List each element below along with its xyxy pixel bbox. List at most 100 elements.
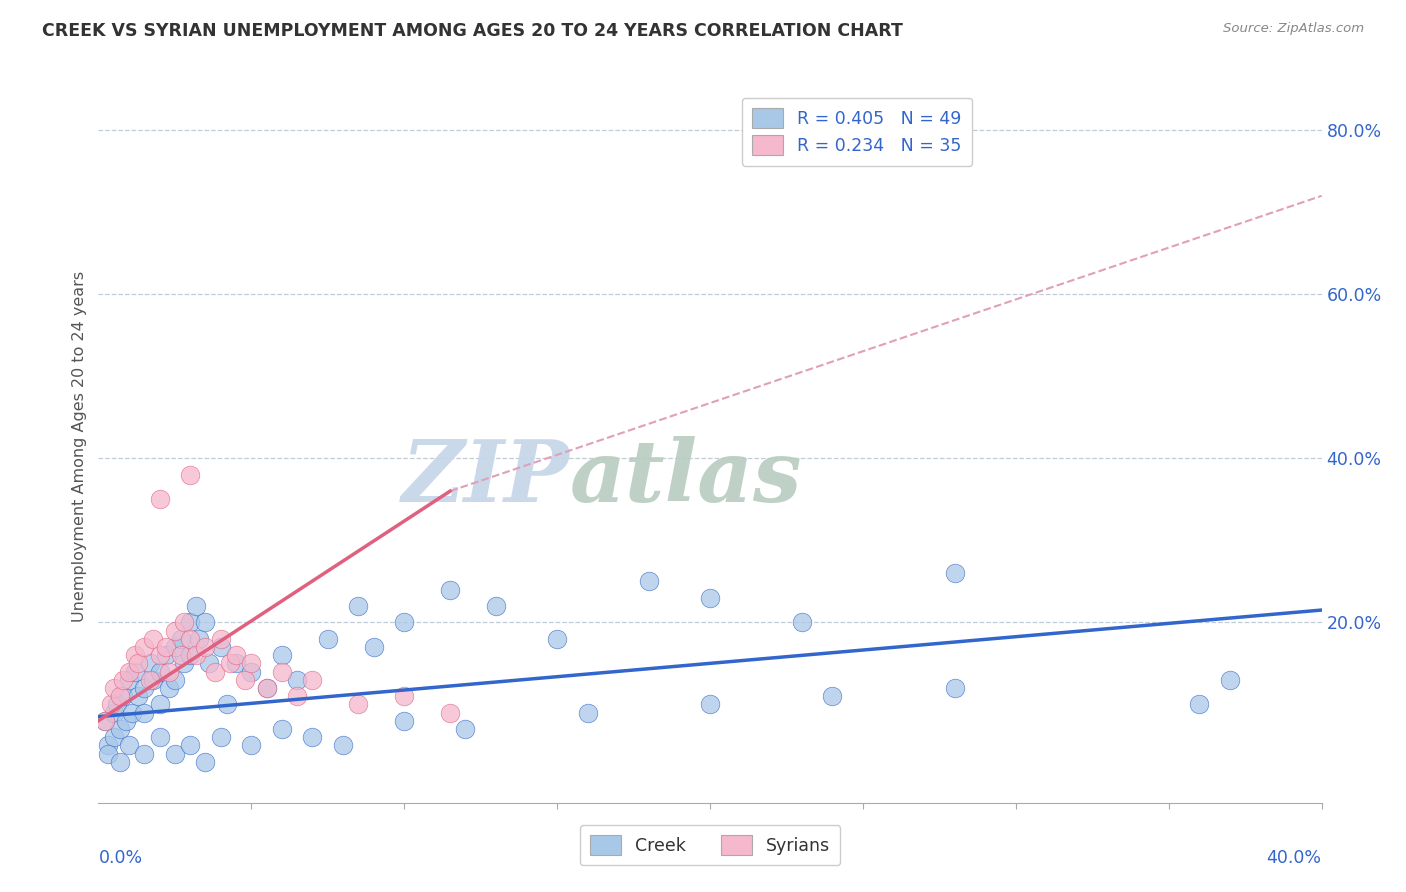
Point — [943, 681, 966, 695]
Point — [108, 722, 131, 736]
Point — [439, 706, 461, 720]
Point — [100, 698, 122, 712]
Point — [363, 640, 385, 654]
Point — [392, 689, 416, 703]
Point — [240, 665, 263, 679]
Point — [97, 747, 120, 761]
Point — [170, 648, 193, 662]
Point — [454, 722, 477, 736]
Point — [285, 689, 308, 703]
Point — [316, 632, 339, 646]
Point — [173, 615, 195, 630]
Point — [240, 657, 263, 671]
Point — [105, 698, 128, 712]
Point — [637, 574, 661, 589]
Point — [270, 665, 292, 679]
Point — [821, 689, 844, 703]
Point — [392, 714, 416, 728]
Point — [194, 640, 217, 654]
Point — [134, 640, 156, 654]
Point — [439, 582, 461, 597]
Point — [1188, 698, 1211, 712]
Text: 0.0%: 0.0% — [98, 849, 142, 867]
Point — [97, 739, 120, 753]
Point — [240, 739, 263, 753]
Point — [179, 648, 201, 662]
Point — [118, 673, 141, 687]
Point — [142, 632, 165, 646]
Point — [233, 673, 256, 687]
Point — [332, 739, 354, 753]
Point — [301, 673, 323, 687]
Point — [699, 698, 721, 712]
Point — [790, 615, 813, 630]
Point — [209, 730, 232, 744]
Point — [270, 648, 292, 662]
Point — [194, 755, 217, 769]
Point — [179, 615, 201, 630]
Point — [142, 673, 165, 687]
Point — [204, 665, 226, 679]
Point — [163, 640, 186, 654]
Point — [485, 599, 508, 613]
Point — [118, 665, 141, 679]
Point — [124, 648, 146, 662]
Y-axis label: Unemployment Among Ages 20 to 24 years: Unemployment Among Ages 20 to 24 years — [72, 270, 87, 622]
Point — [179, 739, 201, 753]
Point — [157, 665, 180, 679]
Point — [111, 689, 134, 703]
Point — [215, 698, 238, 712]
Point — [301, 730, 323, 744]
Point — [546, 632, 568, 646]
Point — [127, 657, 149, 671]
Point — [157, 681, 180, 695]
Point — [699, 591, 721, 605]
Point — [163, 624, 186, 638]
Point — [127, 689, 149, 703]
Point — [139, 673, 162, 687]
Point — [943, 566, 966, 581]
Point — [149, 698, 172, 712]
Point — [186, 599, 208, 613]
Text: 40.0%: 40.0% — [1267, 849, 1322, 867]
Point — [256, 681, 278, 695]
Point — [111, 673, 134, 687]
Point — [209, 632, 232, 646]
Point — [149, 492, 172, 507]
Point — [270, 722, 292, 736]
Point — [219, 657, 242, 671]
Point — [149, 665, 172, 679]
Point — [170, 632, 193, 646]
Text: CREEK VS SYRIAN UNEMPLOYMENT AMONG AGES 20 TO 24 YEARS CORRELATION CHART: CREEK VS SYRIAN UNEMPLOYMENT AMONG AGES … — [42, 22, 903, 40]
Point — [576, 706, 599, 720]
Point — [121, 706, 143, 720]
Point — [134, 706, 156, 720]
Point — [179, 632, 201, 646]
Point — [347, 599, 370, 613]
Point — [209, 640, 232, 654]
Point — [93, 714, 115, 728]
Point — [103, 681, 125, 695]
Point — [392, 615, 416, 630]
Point — [118, 739, 141, 753]
Point — [163, 673, 186, 687]
Text: ZIP: ZIP — [402, 436, 569, 520]
Point — [134, 747, 156, 761]
Point — [225, 648, 247, 662]
Point — [179, 467, 201, 482]
Point — [173, 657, 195, 671]
Point — [186, 648, 208, 662]
Point — [93, 714, 115, 728]
Point — [155, 640, 177, 654]
Point — [149, 648, 172, 662]
Point — [188, 632, 211, 646]
Point — [197, 657, 219, 671]
Point — [1219, 673, 1241, 687]
Point — [155, 648, 177, 662]
Point — [347, 698, 370, 712]
Legend: Creek, Syrians: Creek, Syrians — [579, 824, 841, 865]
Point — [108, 755, 131, 769]
Point — [115, 714, 138, 728]
Point — [103, 706, 125, 720]
Point — [225, 657, 247, 671]
